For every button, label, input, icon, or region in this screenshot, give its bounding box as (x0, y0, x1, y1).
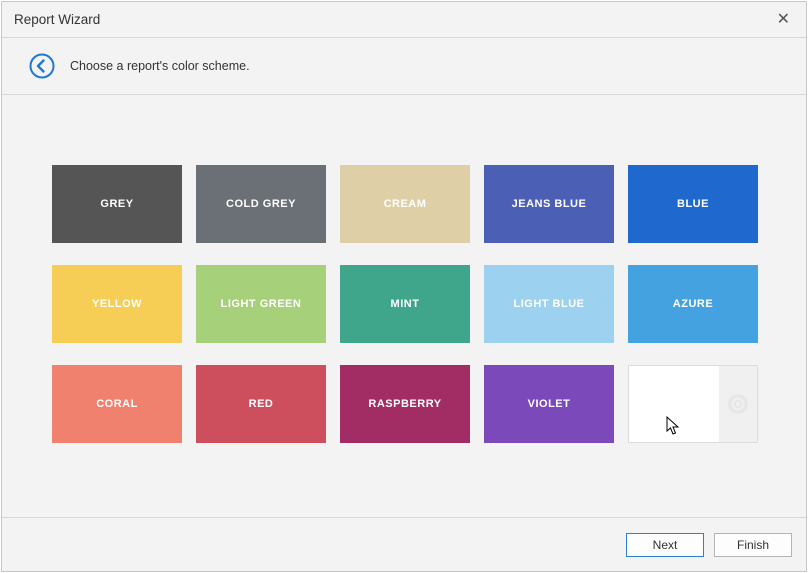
color-swatch-yellow[interactable]: YELLOW (52, 265, 182, 343)
color-swatch-jeans-blue[interactable]: JEANS BLUE (484, 165, 614, 243)
color-swatch-light-green[interactable]: LIGHT GREEN (196, 265, 326, 343)
window-title: Report Wizard (14, 12, 100, 27)
color-swatch-blue[interactable]: BLUE (628, 165, 758, 243)
color-swatch-red[interactable]: RED (196, 365, 326, 443)
color-swatch-azure[interactable]: AZURE (628, 265, 758, 343)
wizard-header: Choose a report's color scheme. (2, 38, 806, 95)
cursor-icon (666, 416, 682, 436)
custom-swatch-settings[interactable] (719, 366, 757, 442)
color-swatch-mint[interactable]: MINT (340, 265, 470, 343)
color-swatch-custom[interactable] (628, 365, 758, 443)
finish-button[interactable]: Finish (714, 533, 792, 557)
wizard-window: Report Wizard ✕ Choose a report's color … (1, 1, 807, 572)
color-swatch-violet[interactable]: VIOLET (484, 365, 614, 443)
next-button[interactable]: Next (626, 533, 704, 557)
color-swatch-grey[interactable]: GREY (52, 165, 182, 243)
custom-swatch-preview (629, 366, 719, 442)
wizard-body: GREYCOLD GREYCREAMJEANS BLUEBLUEYELLOWLI… (2, 95, 806, 517)
close-icon[interactable]: ✕ (771, 10, 796, 30)
color-swatch-raspberry[interactable]: RASPBERRY (340, 365, 470, 443)
wizard-footer: Next Finish (2, 517, 806, 571)
instruction-text: Choose a report's color scheme. (70, 59, 250, 73)
color-swatch-light-blue[interactable]: LIGHT BLUE (484, 265, 614, 343)
color-swatch-cold-grey[interactable]: COLD GREY (196, 165, 326, 243)
back-arrow-icon (28, 52, 56, 80)
gear-icon (726, 392, 750, 416)
back-button[interactable] (28, 52, 56, 80)
color-scheme-grid: GREYCOLD GREYCREAMJEANS BLUEBLUEYELLOWLI… (52, 165, 758, 443)
titlebar: Report Wizard ✕ (2, 2, 806, 38)
color-swatch-coral[interactable]: CORAL (52, 365, 182, 443)
color-swatch-cream[interactable]: CREAM (340, 165, 470, 243)
